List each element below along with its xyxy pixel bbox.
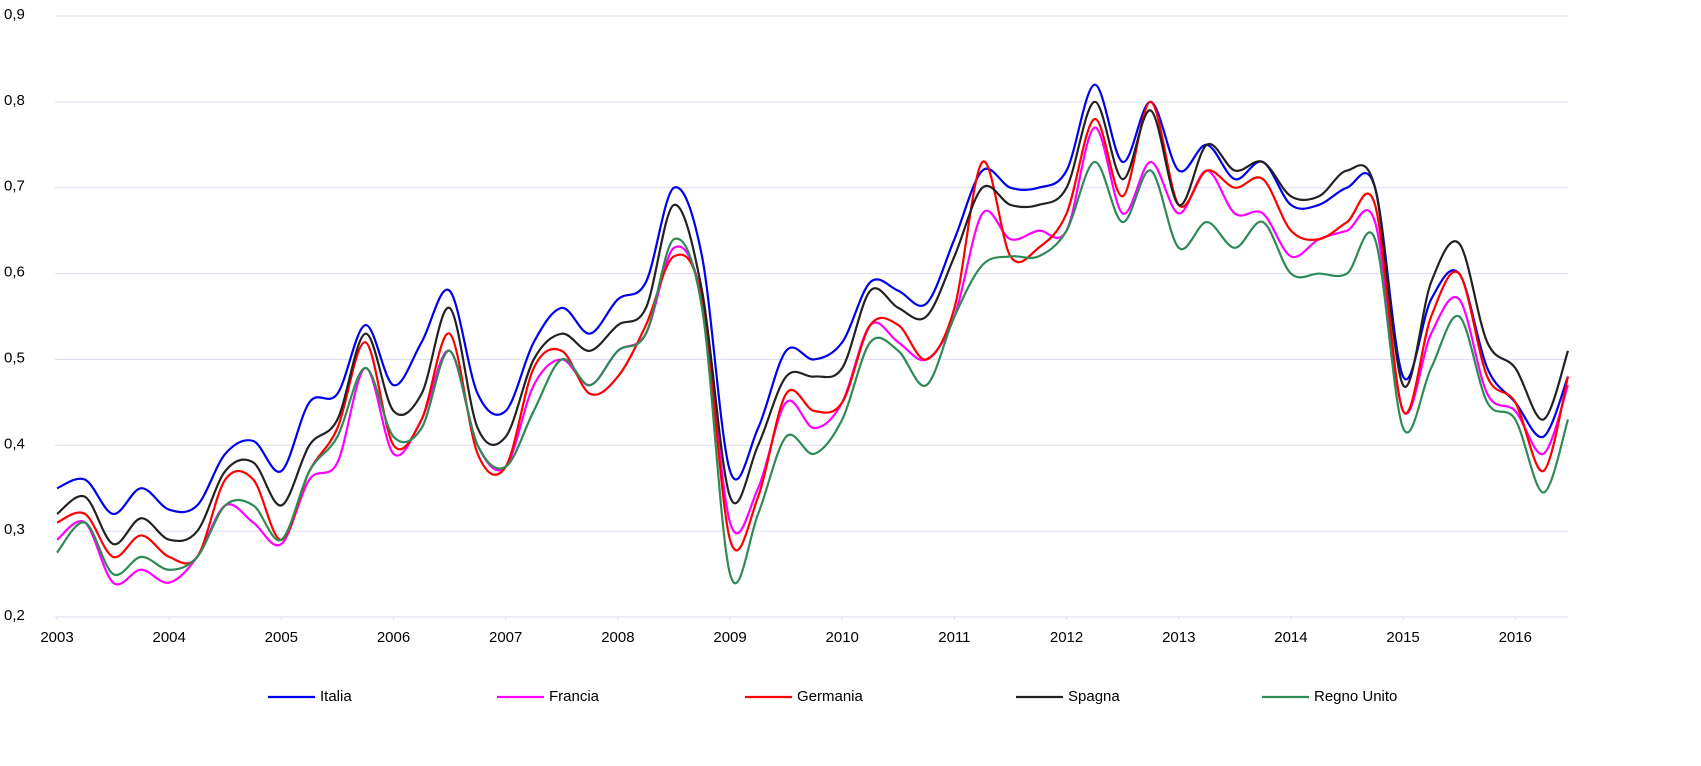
x-tick-label: 2006: [377, 629, 410, 646]
x-tick-label: 2011: [938, 629, 970, 646]
y-tick-label: 0,4: [4, 435, 25, 452]
legend-label: Francia: [549, 688, 600, 705]
series-line: [56, 126, 1570, 586]
x-tick-label: 2014: [1274, 629, 1307, 646]
x-tick-label: 2005: [265, 629, 298, 646]
series-line: [56, 83, 1570, 516]
y-tick-label: 0,7: [4, 178, 25, 195]
x-tick-label: 2009: [713, 629, 746, 646]
legend-label: Germania: [797, 688, 864, 705]
y-tick-label: 0,8: [4, 92, 25, 109]
x-tick-label: 2004: [152, 629, 185, 646]
x-tick-label: 2012: [1050, 629, 1083, 646]
x-tick-label: 2008: [601, 629, 634, 646]
series-line: [56, 100, 1570, 565]
y-tick-label: 0,9: [4, 6, 25, 23]
legend-label: Italia: [320, 688, 352, 705]
y-tick-label: 0,2: [4, 607, 25, 624]
series-line: [56, 160, 1570, 585]
y-tick-label: 0,6: [4, 264, 25, 281]
x-tick-label: 2015: [1386, 629, 1419, 646]
legend-label: Regno Unito: [1314, 688, 1397, 705]
x-tick-label: 2013: [1162, 629, 1195, 646]
x-tick-label: 2010: [826, 629, 859, 646]
legend-label: Spagna: [1068, 688, 1120, 705]
y-tick-label: 0,5: [4, 349, 25, 366]
x-tick-label: 2016: [1499, 629, 1532, 646]
series-line: [56, 100, 1570, 546]
x-tick-label: 2007: [489, 629, 522, 646]
x-tick-label: 2003: [40, 629, 73, 646]
y-tick-label: 0,3: [4, 521, 25, 538]
